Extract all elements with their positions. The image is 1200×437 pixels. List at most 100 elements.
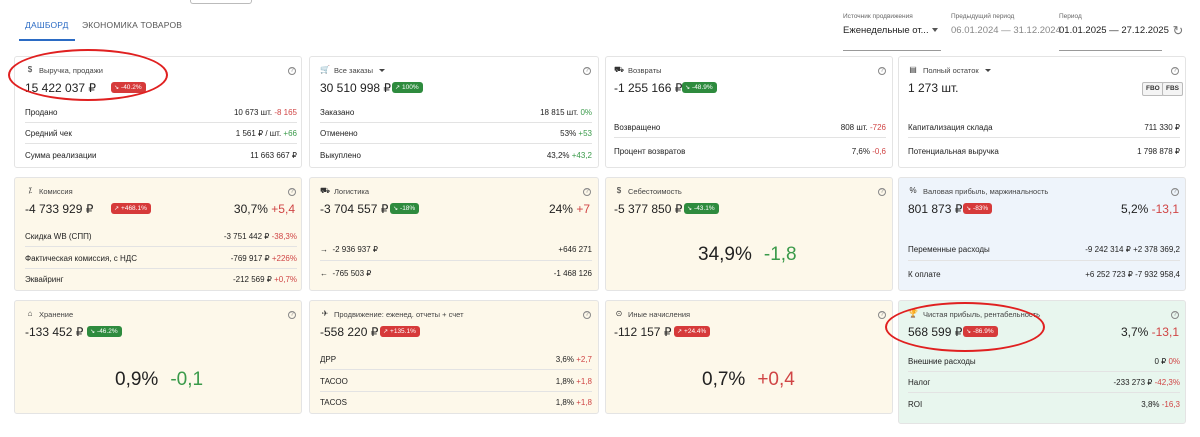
gross-percent: 5,2% -13,1 [1120,202,1179,216]
orders-badge: ↗ 100% [392,82,423,93]
logistics-value: -3 704 557 ₽ [320,202,389,216]
chevron-down-icon[interactable] [985,69,991,72]
stock-value: 1 273 шт. [908,81,959,95]
net-badge: ↘ -86.9% [963,326,998,337]
orders-row-bought: Выкуплено 43,2% +43,2 [320,151,592,160]
source-select[interactable]: Источник продвижения Еженедельные от... [843,13,941,51]
toggle-icon: ⊙ [615,309,623,318]
tab-dashboard[interactable]: ДАШБОРД [19,20,75,41]
other-badge: ↗ +24.4% [674,326,711,337]
prev-period-value[interactable]: 06.01.2024 — 31.12.2024 [951,25,1061,36]
net-row-roi: ROI 3,8% -16,3 [908,400,1180,409]
revenue-badge: ↘ -40.2% [111,82,146,93]
commission-title: Комиссия [39,187,73,196]
revenue-row-avg-check: Средний чек 1 561 ₽ / шт. +66 [25,129,297,138]
commission-card: ⁒ Комиссия ? -4 733 929 ₽ ↗ +468.1% 30,7%… [14,177,302,291]
gross-value: 801 873 ₽ [908,202,963,216]
top-field-edge [190,0,252,4]
logistics-row-forward: → -2 936 937 ₽ +646 271 [320,245,592,254]
gross-row-variable: Переменные расходы -9 242 314 ₽ +2 378 3… [908,245,1180,254]
trend-down-icon: ↘ [966,329,972,335]
help-icon[interactable]: ? [878,188,886,196]
chevron-down-icon[interactable] [932,28,938,32]
promo-title: Продвижение: еженед. отчеты + счет [334,310,464,319]
commission-row-spp: Скидка WB (СПП) -3 751 442 ₽ -38,3% [25,232,297,241]
revenue-card: $ Выручка, продажи ? 15 422 037 ₽ ↘ -40.2… [14,56,302,168]
logistics-row-reverse: ← -765 503 ₽ -1 468 126 [320,269,592,278]
returns-row-returned: Возвращено 808 шт. -726 [614,123,886,132]
trophy-icon: 🏆 [908,309,918,318]
help-icon[interactable]: ? [288,67,296,75]
stock-row-potential: Потенциальная выручка 1 798 878 ₽ [908,147,1180,156]
tab-economics[interactable]: ЭКОНОМИКА ТОВАРОВ [82,20,183,30]
logistics-card: ⛟ Логистика ? -3 704 557 ₽ ↘ -18% 24% +7 … [309,177,599,291]
trend-up-icon: ↗ [677,329,683,335]
storage-title: Хранение [39,310,74,319]
revenue-title: Выручка, продажи [39,66,103,75]
refresh-icon[interactable]: ↻ [1172,23,1184,38]
commission-row-actual: Фактическая комиссия, с НДС -769 917 ₽ +… [25,254,297,263]
prev-period-label: Предыдущий период [951,13,1015,20]
help-icon[interactable]: ? [1171,67,1179,75]
help-icon[interactable]: ? [1171,311,1179,319]
percent-icon: % [909,186,917,195]
fbs-toggle[interactable]: FBS [1162,82,1183,96]
other-big-percent: 0,7% +0,4 [702,369,795,390]
trend-down-icon: ↘ [393,206,399,212]
help-icon[interactable]: ? [583,188,591,196]
help-icon[interactable]: ? [878,311,886,319]
cost-card: $ Себестоимость ? -5 377 850 ₽ ↘ -43.1% 3… [605,177,893,291]
storage-big-percent: 0,9% -0,1 [115,369,204,390]
help-icon[interactable]: ? [878,67,886,75]
gross-row-payout: К оплате +6 252 723 ₽ -7 932 958,4 [908,270,1180,279]
help-icon[interactable]: ? [583,67,591,75]
help-icon[interactable]: ? [583,311,591,319]
promo-card: ✈ Продвижение: еженед. отчеты + счет ? -… [309,300,599,414]
source-value[interactable]: Еженедельные от... [843,25,929,36]
prev-period-field[interactable]: Предыдущий период 06.01.2024 — 31.12.202… [951,13,1061,36]
cart-icon: 🛒 [320,65,330,74]
gross-profit-card: % Валовая прибыль, маржинальность ? 801 … [898,177,1186,291]
help-icon[interactable]: ? [1171,188,1179,196]
orders-title[interactable]: Все заказы [334,66,373,75]
returns-value: -1 255 166 ₽ [614,81,683,95]
truck-icon: ⛟ [320,186,331,195]
promo-row-tacos: TACOS 1,8% +1,8 [320,398,592,407]
promo-value: -558 220 ₽ [320,325,379,339]
stock-row-capitalization: Капитализация склада 711 330 ₽ [908,123,1180,132]
warehouse-icon: ▤ [909,65,917,74]
returns-row-percent: Процент возвратов 7,6% -0,6 [614,147,886,156]
return-cart-icon: ⛟ [614,65,625,74]
help-icon[interactable]: ? [288,311,296,319]
dollar-icon: $ [616,186,622,195]
net-profit-card: 🏆 Чистая прибыль, рентабельность ? 568 5… [898,300,1186,424]
gross-title: Валовая прибыль, маржинальность [923,187,1049,196]
commission-badge: ↗ +468.1% [111,203,151,214]
period-value[interactable]: 01.01.2025 — 27.12.2025 [1059,25,1169,36]
period-label: Период [1059,13,1082,20]
source-label: Источник продвижения [843,13,913,20]
stock-title[interactable]: Полный остаток [923,66,979,75]
commission-value: -4 733 929 ₽ [25,202,94,216]
logistics-badge: ↘ -18% [390,203,420,214]
trend-down-icon: ↘ [685,85,691,91]
trend-up-icon: ↗ [383,329,389,335]
chevron-down-icon[interactable] [379,69,385,72]
orders-row-cancelled: Отменено 53% +53 [320,129,592,138]
revenue-row-sales-sum: Сумма реализации 11 663 667 ₽ [25,151,297,160]
orders-row-ordered: Заказано 18 815 шт. 0% [320,108,592,117]
top-bar: ДАШБОРД ЭКОНОМИКА ТОВАРОВ Источник продв… [0,0,1200,51]
promo-row-tacoo: ТАСОО 1,8% +1,8 [320,377,592,386]
other-charges-card: ⊙ Иные начисления ? -112 157 ₽ ↗ +24.4% 0… [605,300,893,414]
help-icon[interactable]: ? [288,188,296,196]
other-value: -112 157 ₽ [614,325,672,339]
cost-title: Себестоимость [628,187,682,196]
orders-value: 30 510 998 ₽ [320,81,392,95]
period-field[interactable]: Период 01.01.2025 — 27.12.2025 [1059,13,1169,51]
megaphone-icon: ✈ [321,309,329,318]
fbo-toggle[interactable]: FBO [1142,82,1164,96]
storage-icon: ⌂ [27,309,33,318]
trend-down-icon: ↘ [90,329,96,335]
returns-badge: ↘ -48.9% [682,82,717,93]
trend-up-icon: ↗ [114,206,120,212]
